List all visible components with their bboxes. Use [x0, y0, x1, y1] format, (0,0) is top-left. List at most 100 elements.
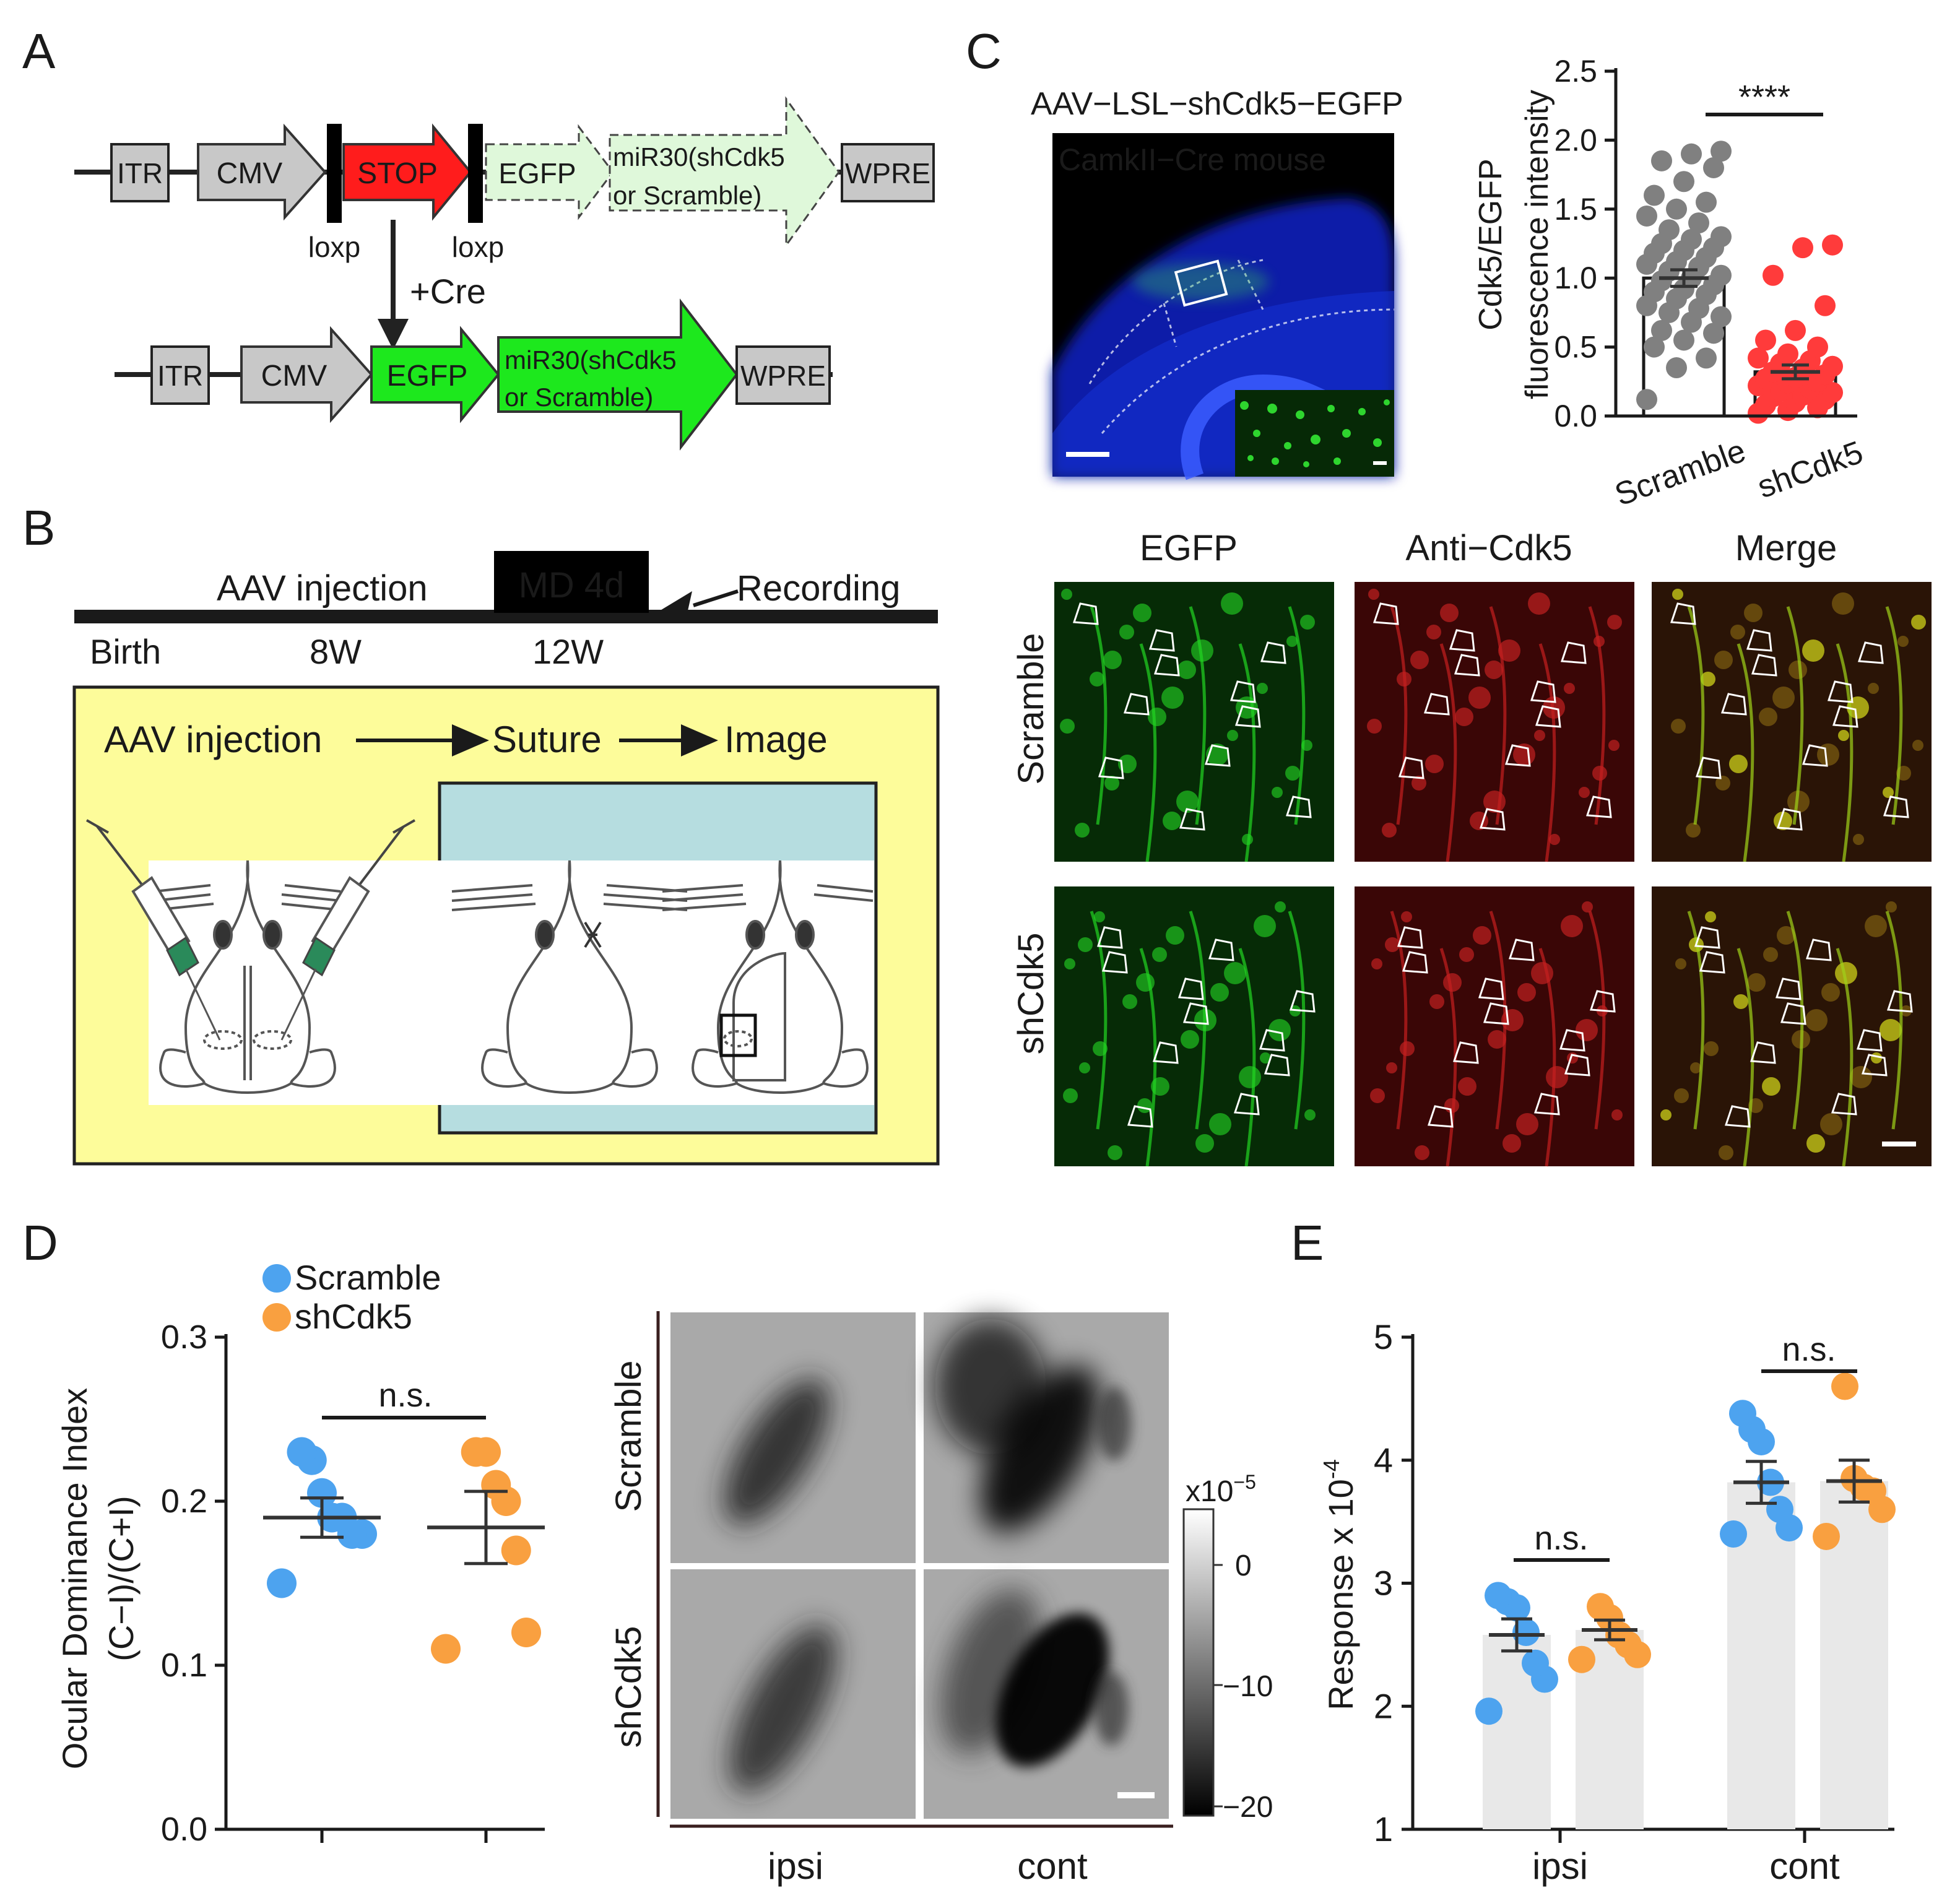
egfp-label-bottom: EGFP [387, 360, 468, 392]
cell-body [1561, 915, 1583, 937]
cell-body [1911, 615, 1926, 630]
data-point [1792, 237, 1813, 259]
data-point [1822, 355, 1843, 377]
cell-body [1802, 639, 1824, 662]
neurite [1737, 643, 1754, 862]
mouse-head-image [662, 860, 874, 1094]
cmv-arrow-bottom [240, 326, 373, 423]
roi-outline [1694, 926, 1720, 949]
itr-box-top [110, 143, 170, 202]
y-axis-label: (C−I)/(C+I) [102, 1496, 141, 1662]
cell-body [1880, 1019, 1902, 1041]
y-tick-label: 0.1 [161, 1647, 207, 1684]
cell-body [1714, 651, 1733, 669]
data-point [307, 1478, 337, 1508]
loxp-bar-left [327, 124, 342, 223]
cell-body [1426, 625, 1441, 639]
legend-marker [262, 1303, 291, 1332]
cell-body [1820, 1113, 1842, 1135]
roi-outline [1204, 744, 1231, 767]
map-col-cont: cont [1017, 1845, 1088, 1887]
cell-body [1821, 983, 1840, 1002]
cell-body [1239, 1066, 1261, 1088]
cell-body [1122, 994, 1137, 1009]
cell-body [1210, 983, 1229, 1002]
cell-body [1254, 915, 1276, 937]
cell-body [1473, 926, 1491, 945]
cell-body [1719, 1145, 1733, 1160]
mir30-line1-top: miR30(shCdk5 [613, 142, 785, 171]
y-axis-label-exponent: -4 [1319, 1459, 1344, 1479]
data-point [1522, 1649, 1549, 1677]
wpre-box-bottom [735, 345, 831, 405]
significance-label: **** [1738, 79, 1790, 116]
data-point [1475, 1697, 1503, 1725]
x-tick-label: Scramble [1610, 433, 1750, 513]
roi-outline [1589, 990, 1616, 1013]
cell-body [1443, 973, 1462, 992]
neurite [1588, 606, 1606, 825]
roi-outline [1504, 744, 1531, 767]
cell-body [1715, 776, 1730, 791]
y-tick-label: 0.3 [161, 1319, 207, 1356]
data-point [501, 1535, 531, 1566]
roi-outline [1883, 795, 1909, 818]
roi-outline [1559, 1029, 1585, 1052]
loxp-bar-right [468, 124, 483, 223]
timeline-bar [74, 610, 938, 623]
mouse-head-injection [154, 860, 341, 1094]
roi-outline [1398, 756, 1424, 779]
neurite [1737, 948, 1754, 1167]
cell-body [1425, 755, 1444, 773]
data-point [1587, 1593, 1614, 1621]
neurite [1538, 643, 1556, 862]
roi-outline [1264, 1054, 1290, 1077]
data-point [1636, 205, 1657, 227]
cell-body [1286, 636, 1298, 647]
colorbar-tick-0: 0 [1235, 1549, 1252, 1582]
y-tick-label: 4 [1374, 1441, 1393, 1480]
d-scatter-chart: 0.0 0.1 0.2 0.3 Ocular Dominance Index (C−I)/… [55, 1258, 545, 1848]
map-col-ipsi: ipsi [768, 1845, 823, 1887]
roi-outline [1695, 756, 1722, 779]
roi-outline [1535, 705, 1561, 728]
roi-outline [1182, 1002, 1209, 1025]
cell-body [1272, 787, 1283, 798]
neurite [1489, 911, 1507, 1130]
itr-label-bottom: ITR [157, 360, 203, 392]
neurite [1489, 606, 1507, 825]
data-point [1703, 157, 1724, 178]
legend-marker [262, 1264, 291, 1293]
data-point [1729, 1400, 1756, 1428]
roi-outline [1452, 1041, 1479, 1064]
data-point [1666, 357, 1687, 379]
panel-a: A ITR CMV STOP EGFP miR30(shCdk5 or Scra… [22, 24, 935, 451]
cell-body [1119, 625, 1134, 639]
neurite [1588, 911, 1606, 1130]
cell-body [1260, 1052, 1271, 1064]
roi-outline [1802, 744, 1828, 767]
loxp-label-left: loxp [308, 231, 360, 263]
data-point [1696, 347, 1717, 369]
row-label-shcdk5: shCdk5 [1011, 933, 1051, 1055]
cell-body [1079, 1062, 1090, 1073]
cell-body [1385, 937, 1400, 952]
cell-body [1744, 604, 1763, 622]
mir30-line2-bottom: or Scramble) [505, 383, 653, 412]
cell-body [1611, 1109, 1623, 1120]
c-bar-chart: 0.0 0.5 1.0 1.5 2.0 2.5 Cdk5/EGFP fluorescence … [1473, 54, 1868, 513]
cell-body [1060, 719, 1075, 734]
roi-outline [1153, 654, 1180, 677]
syringe-left [86, 819, 221, 1041]
cell-body [1440, 604, 1459, 622]
cell-body [1368, 589, 1379, 600]
cre-label: +Cre [410, 272, 486, 311]
y-axis-label: fluorescence intensity [1519, 90, 1555, 399]
x-tick-label: shCdk5 [1753, 435, 1868, 506]
colorbar-tick-10: −10 [1223, 1670, 1273, 1703]
y-tick-label: 0.5 [1554, 330, 1597, 365]
cell-body [1429, 994, 1444, 1009]
roi-outline [1805, 938, 1832, 961]
wpre-box-top [841, 143, 935, 202]
cell-body [1835, 962, 1857, 984]
